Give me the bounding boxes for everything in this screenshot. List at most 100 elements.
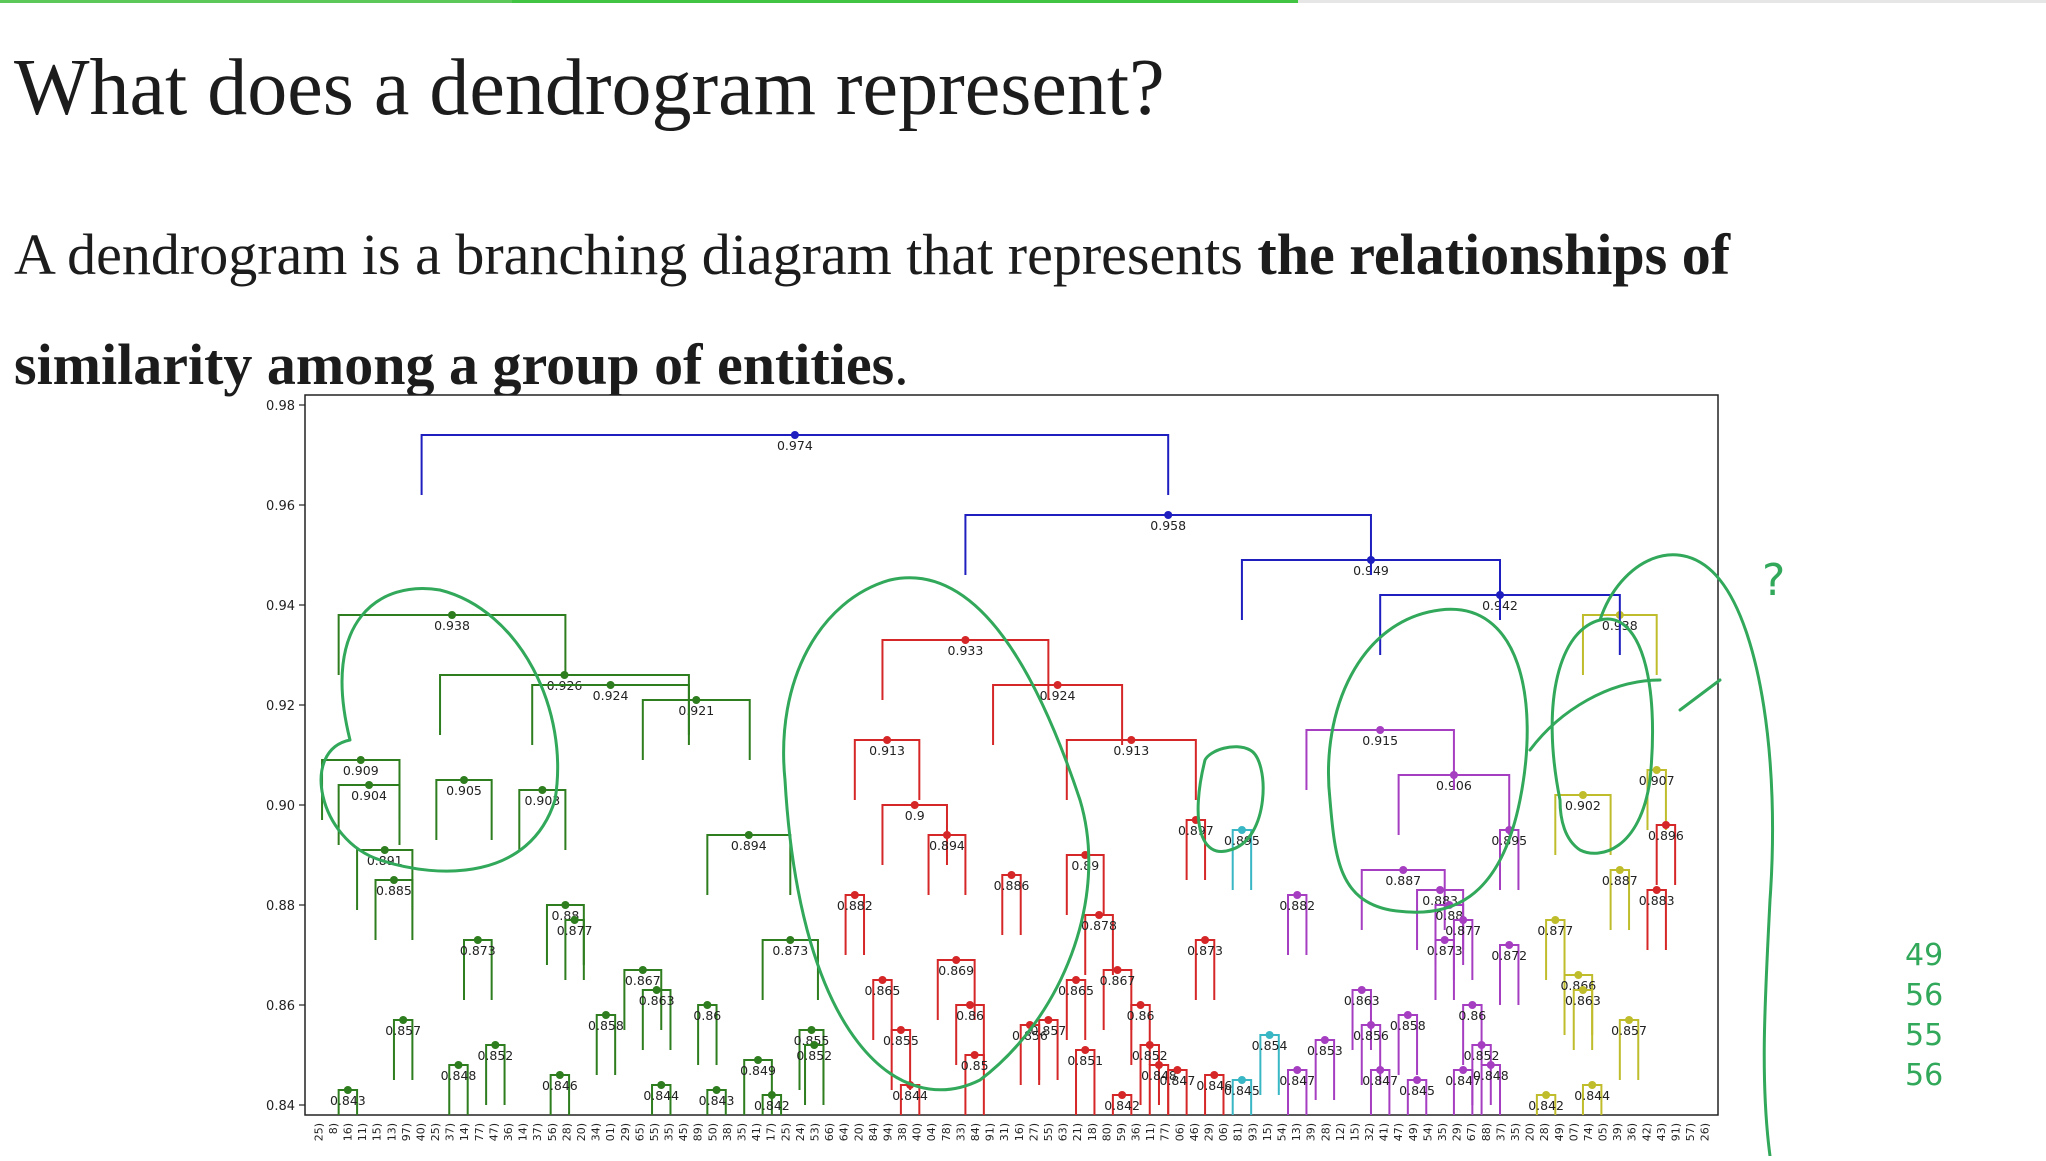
- x-tick-label: 16): [341, 1123, 354, 1141]
- x-tick-label: 88): [1480, 1123, 1493, 1141]
- merge-node: [1118, 1091, 1127, 1099]
- x-tick-label: 55): [1042, 1123, 1055, 1141]
- merge-node: [1173, 1066, 1182, 1074]
- merge-node: [810, 1041, 819, 1049]
- merge-height-label: 0.857: [1611, 1023, 1647, 1038]
- merge-height-label: 0.849: [740, 1063, 776, 1078]
- y-tick-label: 0.96: [266, 499, 295, 514]
- x-tick-label: 14): [458, 1123, 471, 1141]
- merge-node: [1237, 1076, 1246, 1084]
- merge-height-label: 0.873: [772, 943, 808, 958]
- merge-node: [606, 681, 615, 689]
- merge-height-label: 0.857: [1030, 1023, 1066, 1038]
- x-tick-label: 32): [1363, 1123, 1376, 1141]
- body-text-start: A dendrogram is a branching diagram that…: [14, 222, 1258, 287]
- merge-height-label: 0.86: [693, 1008, 721, 1023]
- hand-drawn-circle: [1528, 678, 1662, 752]
- x-tick-label: 36): [502, 1123, 515, 1141]
- merge-height-label: 0.854: [1252, 1038, 1288, 1053]
- merge-node: [1542, 1091, 1551, 1099]
- x-tick-label: 27): [1027, 1123, 1040, 1141]
- x-tick-label: 20): [1524, 1123, 1537, 1141]
- y-tick-label: 0.84: [266, 1099, 295, 1114]
- merge-height-label: 0.848: [441, 1068, 477, 1083]
- merge-node: [399, 1016, 408, 1024]
- merge-height-label: 0.86: [1127, 1008, 1155, 1023]
- merge-node: [657, 1081, 666, 1089]
- x-tick-label: 24): [794, 1123, 807, 1141]
- x-tick-label: 29): [1451, 1123, 1464, 1141]
- x-tick-label: 29): [619, 1123, 632, 1141]
- x-tick-label: 25): [779, 1123, 792, 1141]
- x-tick-label: 16): [1013, 1123, 1026, 1141]
- merge-node: [1136, 1001, 1145, 1009]
- x-tick-label: 21): [1071, 1123, 1084, 1141]
- x-tick-label: 36): [1130, 1123, 1143, 1141]
- x-tick-label: 15): [1348, 1123, 1361, 1141]
- x-tick-label: 25): [312, 1123, 325, 1141]
- merge-height-label: 0.845: [1399, 1083, 1435, 1098]
- x-tick-label: 15): [1261, 1123, 1274, 1141]
- merge-node: [1072, 976, 1081, 984]
- x-tick-label: 11): [1144, 1123, 1157, 1141]
- merge-node: [1399, 866, 1408, 874]
- merge-node: [1477, 1041, 1486, 1049]
- merge-height-label: 0.877: [557, 923, 593, 938]
- merge-height-label: 0.847: [1160, 1073, 1196, 1088]
- merge-node: [966, 1001, 975, 1009]
- merge-height-label: 0.867: [625, 973, 661, 988]
- merge-height-label: 0.847: [1362, 1073, 1398, 1088]
- merge-node: [942, 831, 951, 839]
- x-tick-label: 38): [896, 1123, 909, 1141]
- x-tick-label: 35): [1436, 1123, 1449, 1141]
- slide-title: What does a dendrogram represent?: [14, 44, 1165, 132]
- x-tick-label: 17): [765, 1123, 778, 1141]
- x-tick-label: 11): [356, 1123, 369, 1141]
- x-tick-label: 33): [954, 1123, 967, 1141]
- merge-node: [538, 786, 547, 794]
- x-tick-label: 34): [590, 1123, 603, 1141]
- annotation-side-note: 55: [1905, 1018, 1943, 1053]
- merge-node: [878, 976, 887, 984]
- x-tick-label: 93): [1246, 1123, 1259, 1141]
- y-tick-label: 0.88: [266, 899, 295, 914]
- y-tick-label: 0.90: [266, 799, 295, 814]
- merge-node: [570, 916, 579, 924]
- x-tick-label: 54): [1421, 1123, 1434, 1141]
- merge-node: [652, 986, 661, 994]
- x-tick-label: 53): [808, 1123, 821, 1141]
- dendrogram-svg: 0.84 0.86 0.88 0.90 0.92 0.94 0.96 0.98 0.909 0.9…: [266, 394, 1943, 1158]
- merge-node: [1403, 1011, 1412, 1019]
- merge-height-label: 0.869: [938, 963, 974, 978]
- merge-height-label: 0.867: [1100, 973, 1136, 988]
- x-tick-label: 06): [1217, 1123, 1230, 1141]
- x-tick-label: 39): [1305, 1123, 1318, 1141]
- merge-height-label: 0.844: [892, 1088, 928, 1103]
- merge-height-label: 0.905: [446, 783, 482, 798]
- x-tick-label: 05): [1597, 1123, 1610, 1141]
- merge-height-label: 0.85: [961, 1058, 989, 1073]
- x-tick-label: 18): [1086, 1123, 1099, 1141]
- x-tick-label: 47): [487, 1123, 500, 1141]
- merge-height-label: 0.847: [1279, 1073, 1315, 1088]
- merge-height-label: 0.882: [837, 898, 873, 913]
- merge-node: [601, 1011, 610, 1019]
- merge-height-label: 0.883: [1639, 893, 1675, 908]
- merge-height-label: 0.902: [1565, 798, 1601, 813]
- merge-height-label: 0.877: [1537, 923, 1573, 938]
- merge-height-label: 0.843: [699, 1093, 735, 1108]
- x-tick-label: 42): [1640, 1123, 1653, 1141]
- merge-height-label: 0.924: [1040, 688, 1076, 703]
- merge-height-label: 0.974: [777, 438, 813, 453]
- x-tick-label: 77): [473, 1123, 486, 1141]
- merge-height-label: 0.852: [1132, 1048, 1168, 1063]
- x-tick-label: 37): [531, 1123, 544, 1141]
- merge-node: [1081, 1046, 1090, 1054]
- merge-height-label: 0.897: [1178, 823, 1214, 838]
- merge-node: [1578, 791, 1587, 799]
- merge-height-label: 0.843: [330, 1093, 366, 1108]
- merge-node: [692, 696, 701, 704]
- merge-height-label: 0.894: [731, 838, 767, 853]
- merge-height-label: 0.921: [678, 703, 714, 718]
- x-tick-label: 40): [414, 1123, 427, 1141]
